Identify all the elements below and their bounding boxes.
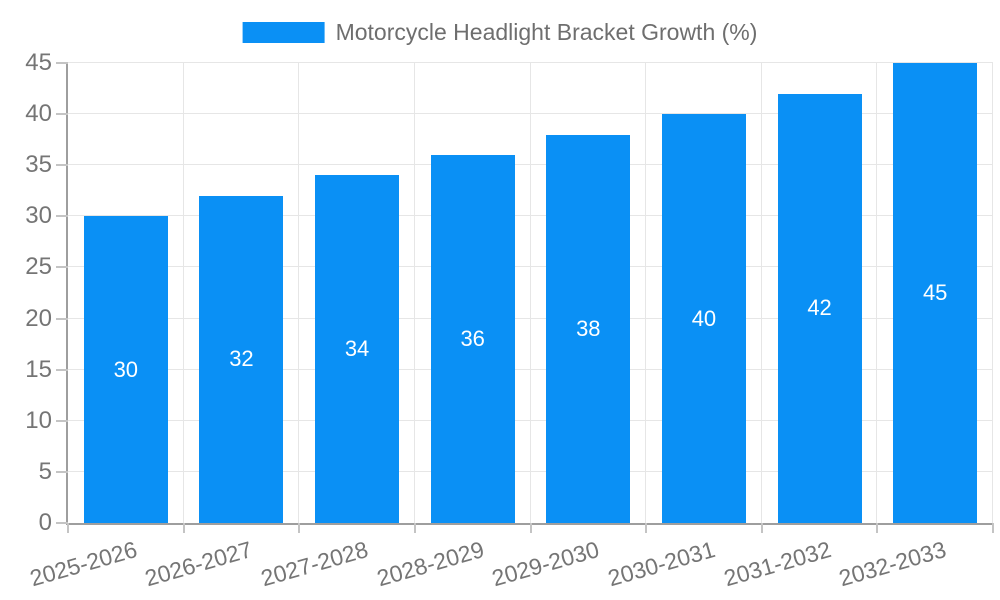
- x-gridline: [413, 63, 415, 523]
- bar-value-label: 42: [807, 295, 832, 321]
- y-tick: [56, 266, 68, 269]
- legend[interactable]: Motorcycle Headlight Bracket Growth (%): [242, 19, 758, 45]
- y-gridline: [68, 317, 993, 319]
- x-gridline: [298, 63, 300, 523]
- x-tick: [876, 523, 879, 533]
- x-tick: [645, 523, 648, 533]
- y-tick: [56, 368, 68, 371]
- y-tick-label: 40: [25, 100, 52, 128]
- x-gridline: [645, 63, 647, 523]
- y-tick-label: 5: [38, 457, 52, 485]
- bar-value-label: 30: [113, 356, 139, 382]
- x-tick: [760, 523, 763, 533]
- y-gridline: [68, 419, 993, 421]
- bar-value-label: 45: [922, 280, 948, 305]
- y-gridline: [68, 470, 993, 472]
- x-tick: [413, 523, 416, 533]
- y-tick-label: 45: [25, 49, 52, 76]
- bar[interactable]: 36: [430, 155, 515, 523]
- y-tick-label: 0: [38, 509, 52, 536]
- x-tick: [992, 523, 994, 533]
- legend-swatch-icon: [242, 22, 325, 43]
- y-tick: [56, 215, 68, 218]
- x-tick: [298, 523, 301, 533]
- bar-value-label: 40: [691, 305, 717, 331]
- x-gridline: [992, 63, 993, 523]
- y-gridline: [68, 266, 993, 268]
- y-tick: [56, 522, 68, 524]
- x-tick-label: 2032-2033: [836, 536, 950, 592]
- y-tick-label: 20: [25, 304, 52, 332]
- bar-value-label: 34: [344, 336, 370, 362]
- y-tick: [56, 164, 68, 167]
- y-gridline: [68, 215, 993, 217]
- x-gridline: [182, 63, 184, 523]
- y-tick-label: 15: [25, 355, 52, 383]
- legend-label: Motorcycle Headlight Bracket Growth (%): [335, 19, 758, 45]
- bar[interactable]: 40: [661, 114, 746, 523]
- bar-value-label: 38: [576, 315, 601, 341]
- x-tick-label: 2029-2030: [489, 536, 603, 592]
- x-gridline: [529, 63, 531, 523]
- y-tick: [56, 62, 68, 65]
- y-tick-label: 35: [25, 151, 52, 179]
- bar-value-label: 32: [229, 346, 254, 372]
- y-gridline: [68, 164, 993, 166]
- y-tick: [56, 317, 68, 320]
- bar[interactable]: 30: [83, 216, 168, 523]
- x-tick: [529, 523, 532, 533]
- bar[interactable]: 42: [777, 93, 862, 523]
- y-tick-label: 25: [25, 253, 52, 281]
- x-gridline: [876, 63, 878, 523]
- bar[interactable]: 34: [315, 175, 400, 523]
- x-tick-label: 2031-2032: [720, 536, 834, 592]
- y-tick: [56, 419, 68, 422]
- bar[interactable]: 38: [546, 134, 631, 523]
- y-axis-line: [66, 63, 68, 523]
- bar-value-label: 36: [460, 326, 485, 351]
- y-tick: [56, 470, 68, 473]
- y-tick-label: 10: [25, 406, 52, 434]
- x-tick-label: 2025-2026: [26, 536, 140, 592]
- x-tick-label: 2027-2028: [258, 536, 371, 592]
- y-tick-label: 30: [25, 202, 52, 230]
- bar[interactable]: 45: [893, 63, 978, 523]
- x-tick-label: 2028-2029: [373, 536, 487, 592]
- y-gridline: [68, 62, 993, 64]
- bar[interactable]: 32: [199, 195, 284, 523]
- y-gridline: [68, 113, 993, 115]
- y-tick: [56, 113, 68, 116]
- x-gridline: [760, 63, 762, 523]
- x-tick: [67, 523, 69, 533]
- x-tick-label: 2026-2027: [142, 536, 256, 592]
- y-gridline: [68, 368, 993, 370]
- x-tick: [182, 523, 185, 533]
- plot-area: 0 5 10 15 20 25 30 35 40 45 30 32 34 36 38 40 42 45 2025-2…: [25, 51, 994, 591]
- x-tick-label: 2030-2031: [604, 536, 718, 592]
